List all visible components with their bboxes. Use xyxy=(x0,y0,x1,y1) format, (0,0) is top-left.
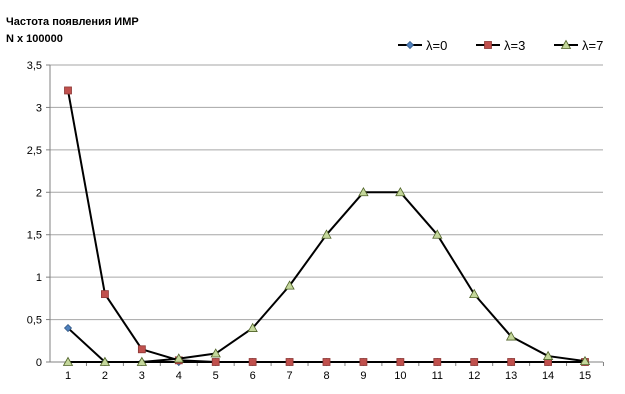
x-tick-label: 13 xyxy=(505,370,517,382)
data-point-triangle xyxy=(284,280,295,290)
data-point-triangle xyxy=(99,356,111,366)
x-tick-label: 15 xyxy=(579,370,591,382)
data-point-square xyxy=(396,358,405,366)
y-tick-label: 2,5 xyxy=(27,145,42,157)
data-point-square xyxy=(211,358,220,366)
data-point-square xyxy=(507,358,516,366)
x-tick-label: 12 xyxy=(468,370,480,382)
y-tick-label: 1,5 xyxy=(27,230,42,242)
data-point-triangle xyxy=(432,229,443,239)
y-axis-label-line1: Частота появления ИМР xyxy=(6,16,139,28)
x-tick-label: 6 xyxy=(250,370,256,382)
x-tick-label: 1 xyxy=(65,370,71,382)
series-square xyxy=(64,86,589,366)
x-tick-label: 7 xyxy=(287,370,293,382)
data-point-triangle xyxy=(358,186,369,197)
data-point-triangle xyxy=(469,288,480,299)
legend-item: λ=3 xyxy=(476,38,525,53)
data-point-square xyxy=(137,345,146,354)
series-line xyxy=(67,90,585,363)
data-point-triangle xyxy=(579,355,591,366)
data-point-square xyxy=(64,86,72,95)
x-tick-label: 2 xyxy=(102,370,108,382)
data-point-square xyxy=(484,41,492,49)
data-point-diamond xyxy=(63,323,73,333)
y-tick-label: 3,5 xyxy=(27,60,42,72)
legend: λ=0 λ=3 λ=7 xyxy=(398,38,603,53)
data-point-square xyxy=(248,358,257,366)
data-point-triangle xyxy=(136,356,148,366)
grid-lines xyxy=(50,64,603,321)
x-tick-label: 8 xyxy=(323,370,329,382)
x-ticks: 1 2 3 4 5 6 7 8 9 10 11 12 13 14 15 xyxy=(65,370,591,382)
data-point-triangle xyxy=(173,353,184,363)
legend-label: λ=7 xyxy=(582,38,603,53)
data-point-triangle xyxy=(395,186,406,197)
data-point-triangle xyxy=(62,356,74,366)
axes xyxy=(46,64,604,366)
data-point-square xyxy=(285,358,294,366)
x-tick-label: 5 xyxy=(213,370,219,382)
data-point-square xyxy=(322,358,331,366)
legend-item: λ=7 xyxy=(554,38,603,53)
y-tick-label: 2 xyxy=(36,187,42,199)
data-point-square xyxy=(359,358,368,366)
legend-label: λ=3 xyxy=(504,38,525,53)
data-point-triangle xyxy=(542,350,554,360)
y-tick-label: 0,5 xyxy=(27,315,42,327)
series-triangle xyxy=(62,186,591,366)
data-point-triangle xyxy=(247,322,258,332)
x-tick-label: 3 xyxy=(139,370,145,382)
data-point-square xyxy=(470,358,479,366)
data-point-triangle xyxy=(505,331,517,341)
y-ticks: 0 0,5 1 1,5 2 2,5 3 3,5 xyxy=(27,60,42,369)
x-tick-label: 9 xyxy=(360,370,366,382)
x-tick-label: 14 xyxy=(542,370,554,382)
data-point-square xyxy=(433,358,442,366)
x-tick-label: 11 xyxy=(432,370,443,382)
y-tick-label: 3 xyxy=(36,102,42,114)
data-point-triangle xyxy=(210,348,221,358)
y-tick-label: 1 xyxy=(36,272,42,284)
x-tick-label: 4 xyxy=(176,370,182,382)
data-point-triangle xyxy=(321,229,332,239)
series-group xyxy=(62,86,591,367)
data-point-square xyxy=(101,290,109,299)
legend-item: λ=0 xyxy=(398,38,447,53)
data-point-diamond xyxy=(405,40,415,50)
x-tick-label: 10 xyxy=(394,370,406,382)
y-axis-label-line2: N x 100000 xyxy=(6,33,63,45)
y-tick-label: 0 xyxy=(36,357,42,369)
legend-label: λ=0 xyxy=(426,38,447,53)
data-point-triangle xyxy=(560,39,572,49)
